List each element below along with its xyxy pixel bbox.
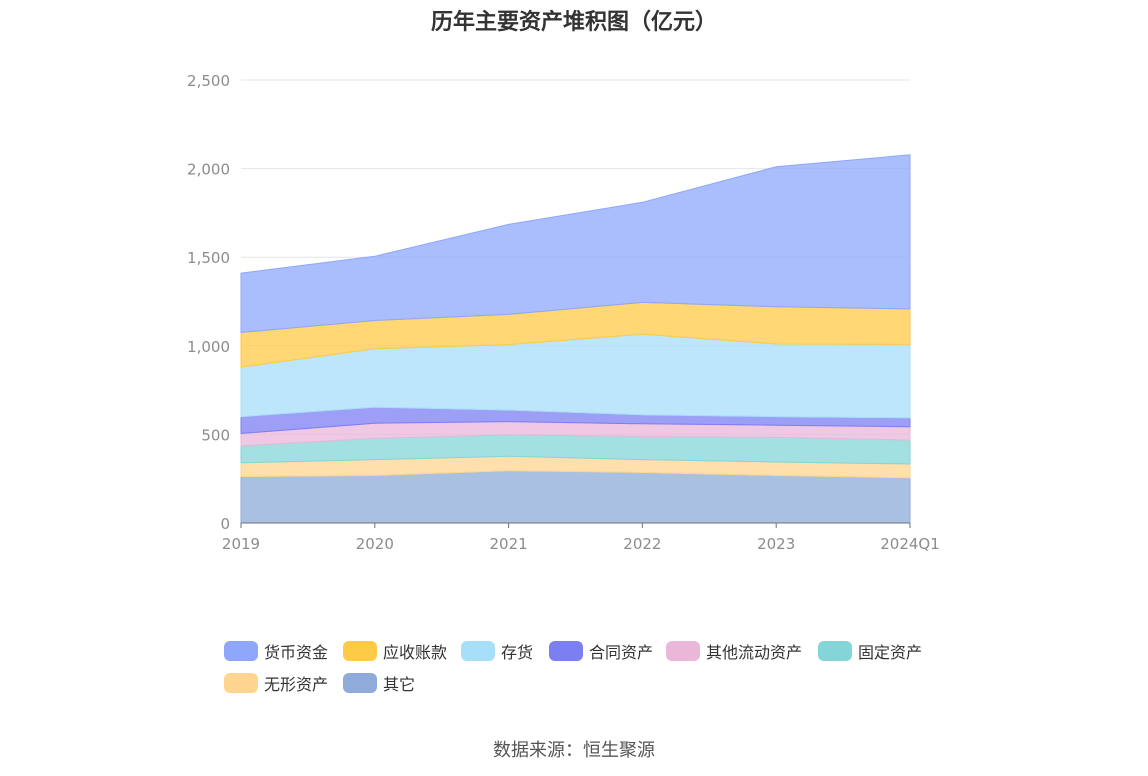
x-tick-label: 2020 [356,535,394,553]
legend-item[interactable]: 应收账款 [343,638,447,664]
legend-item[interactable]: 合同资产 [549,638,653,664]
legend-item[interactable]: 其他流动资产 [666,638,802,664]
legend-label: 合同资产 [589,643,654,662]
legend-swatch [461,641,495,661]
y-tick-label: 2,500 [187,72,230,90]
legend-swatch [343,673,377,693]
legend-item[interactable]: 无形资产 [224,670,328,696]
legend-item[interactable]: 货币资金 [224,638,328,664]
x-tick-label: 2021 [490,535,528,553]
x-tick-label: 2019 [222,535,260,553]
x-tick-label: 2022 [623,535,661,553]
axes: 0 500 1,000 1,500 2,000 2,500 2019 2020 2021 2022… [187,72,940,553]
x-tick-label: 2023 [757,535,795,553]
stacked-area-chart: 0 500 1,000 1,500 2,000 2,500 2019 2020 2021 2022… [187,72,940,553]
legend-item[interactable]: 其它 [343,670,415,696]
legend-swatch [549,641,583,661]
y-tick-label: 500 [201,426,230,444]
x-tick-label: 2024Q1 [880,535,940,553]
area-其它 [240,470,911,524]
legend-swatch [343,641,377,661]
legend-label: 其它 [383,675,416,694]
area-series [240,154,911,524]
legend-label: 固定资产 [858,643,923,662]
legend-swatch [224,673,258,693]
legend-label: 其他流动资产 [706,643,803,662]
legend-swatch [818,641,852,661]
legend-swatch [666,641,700,661]
legend-label: 货币资金 [264,643,329,662]
legend-label: 无形资产 [264,675,329,694]
data-source: 数据来源：恒生聚源 [493,740,655,761]
y-tick-label: 2,000 [187,161,230,179]
area-货币资金 [240,154,911,334]
y-tick-label: 0 [220,515,230,533]
legend-swatch [224,641,258,661]
legend-label: 存货 [501,643,534,662]
chart-title: 历年主要资产堆积图（亿元） [430,10,717,35]
legend-label: 应收账款 [383,643,448,662]
y-tick-label: 1,000 [187,338,230,356]
y-tick-label: 1,500 [187,249,230,267]
legend-item[interactable]: 存货 [461,638,533,664]
legend-item[interactable]: 固定资产 [818,638,922,664]
